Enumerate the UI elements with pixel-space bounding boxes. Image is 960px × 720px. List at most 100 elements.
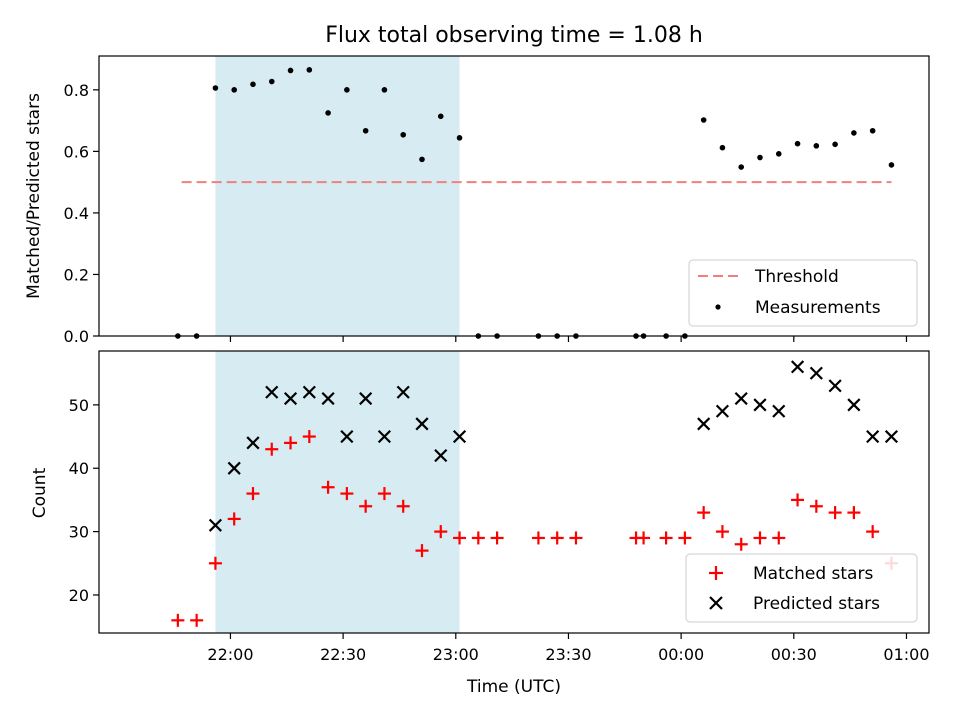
matched-star-point (377, 487, 391, 501)
matched-star-point (772, 531, 786, 545)
measurement-point (344, 87, 350, 93)
matched-star-point (809, 499, 823, 513)
matched-star-point (678, 531, 692, 545)
predicted-star-point (340, 429, 354, 444)
measurement-point (400, 131, 407, 138)
measurement-point (700, 117, 707, 123)
measurement-point (851, 130, 857, 136)
ratio-y-ticks: 0.0 0.2 0.4 0.6 0.8 (64, 81, 99, 346)
count-x-tick-label: 01:00 (883, 645, 929, 664)
measurement-point (287, 67, 294, 74)
matched-star-point (265, 442, 279, 456)
predicted-star-point (734, 391, 748, 406)
matched-star-point (302, 430, 316, 444)
count-y-tick-label: 30 (69, 523, 89, 542)
matched-star-point (753, 531, 767, 545)
predicted-star-point (415, 417, 429, 431)
matched-star-point (847, 506, 861, 520)
predicted-star-point (828, 379, 842, 393)
measurement-point (306, 67, 313, 73)
ratio-observing-window (215, 56, 460, 336)
matched-star-point (246, 487, 260, 501)
count-x-tick-label: 00:30 (771, 645, 817, 664)
predicted-star-point (452, 429, 467, 444)
measurement-point (381, 87, 388, 93)
x-axis-label: Time (UTC) (466, 677, 561, 697)
matched-star-point (550, 531, 564, 545)
measurement-point (212, 85, 219, 91)
measurement-point (456, 135, 463, 141)
measurement-point (738, 164, 745, 170)
ratio-y-tick-label: 0.6 (64, 142, 89, 161)
count-legend-box (685, 553, 918, 623)
count-x-tick-label: 23:30 (545, 645, 591, 664)
matched-star-point (453, 531, 467, 545)
measurement-point (869, 127, 876, 134)
count-x-tick-label: 22:00 (207, 645, 253, 664)
predicted-star-point (790, 360, 805, 374)
measurement-point (719, 144, 726, 151)
predicted-star-point (697, 417, 711, 431)
matched-star-point (415, 544, 429, 558)
predicted-star-point (753, 398, 767, 412)
measurement-point (775, 151, 782, 157)
ratio-y-tick-label: 0.2 (64, 265, 89, 284)
count-x-tick-label: 22:30 (320, 645, 366, 664)
matched-star-point (284, 436, 298, 450)
count-x-tick-label: 00:00 (658, 645, 704, 664)
count-observing-window (215, 351, 460, 633)
measurement-point (888, 162, 895, 168)
predicted-star-point (377, 429, 392, 444)
count-axes-frame (98, 350, 930, 634)
matched-star-point (828, 506, 842, 520)
matched-star-points (171, 430, 898, 627)
matched-star-point (659, 531, 673, 545)
matched-star-point (359, 499, 373, 513)
measurement-point (794, 140, 801, 147)
matched-star-point (227, 512, 241, 526)
matched-star-point (637, 531, 651, 545)
matched-star-point (396, 499, 410, 513)
legend-predicted-swatch (709, 596, 723, 610)
measurement-point (832, 141, 838, 148)
predicted-star-point (246, 436, 260, 450)
predicted-star-point (434, 448, 448, 463)
measurement-point (362, 127, 369, 134)
matched-star-point (866, 525, 880, 539)
matched-star-point (531, 531, 545, 545)
predicted-star-point (265, 385, 279, 399)
predicted-star-point (809, 366, 823, 380)
predicted-star-point (715, 404, 730, 418)
predicted-star-point (227, 461, 241, 475)
matched-star-point (340, 487, 354, 501)
matched-star-point (715, 525, 729, 539)
ratio-panel: 0.00.20.40.60.8 Matched/Predicted stars … (24, 55, 930, 346)
legend-matched-label: Matched stars (753, 564, 873, 584)
count-y-tick-label: 50 (69, 396, 89, 415)
matched-star-point (471, 531, 485, 545)
ratio-y-tick-label: 0.4 (64, 204, 89, 223)
ratio-y-tick-label: 0.8 (64, 81, 89, 100)
matched-star-point (434, 525, 448, 539)
ratio-y-tick-label: 0.0 (64, 327, 89, 346)
count-y-tick-label: 20 (69, 586, 89, 605)
measurement-point (325, 110, 331, 116)
matched-star-point (171, 613, 185, 627)
legend-measurements-label: Measurements (755, 298, 881, 318)
ratio-legend: Threshold Measurements (688, 259, 918, 327)
predicted-star-point (866, 429, 880, 444)
predicted-star-point (847, 398, 861, 412)
matched-star-point (697, 506, 711, 520)
matched-star-point (190, 613, 204, 627)
predicted-star-point (396, 385, 410, 399)
predicted-star-point (208, 518, 223, 532)
measurement-point (419, 156, 425, 163)
legend-threshold-label: Threshold (754, 267, 839, 287)
legend-predicted-label: Predicted stars (753, 594, 880, 614)
ratio-y-axis-label: Matched/Predicted stars (24, 93, 44, 299)
predicted-star-point (302, 385, 316, 399)
count-legend: Matched stars Predicted stars (685, 553, 918, 623)
legend-measurements-swatch (715, 304, 721, 310)
measurement-point (757, 154, 763, 161)
